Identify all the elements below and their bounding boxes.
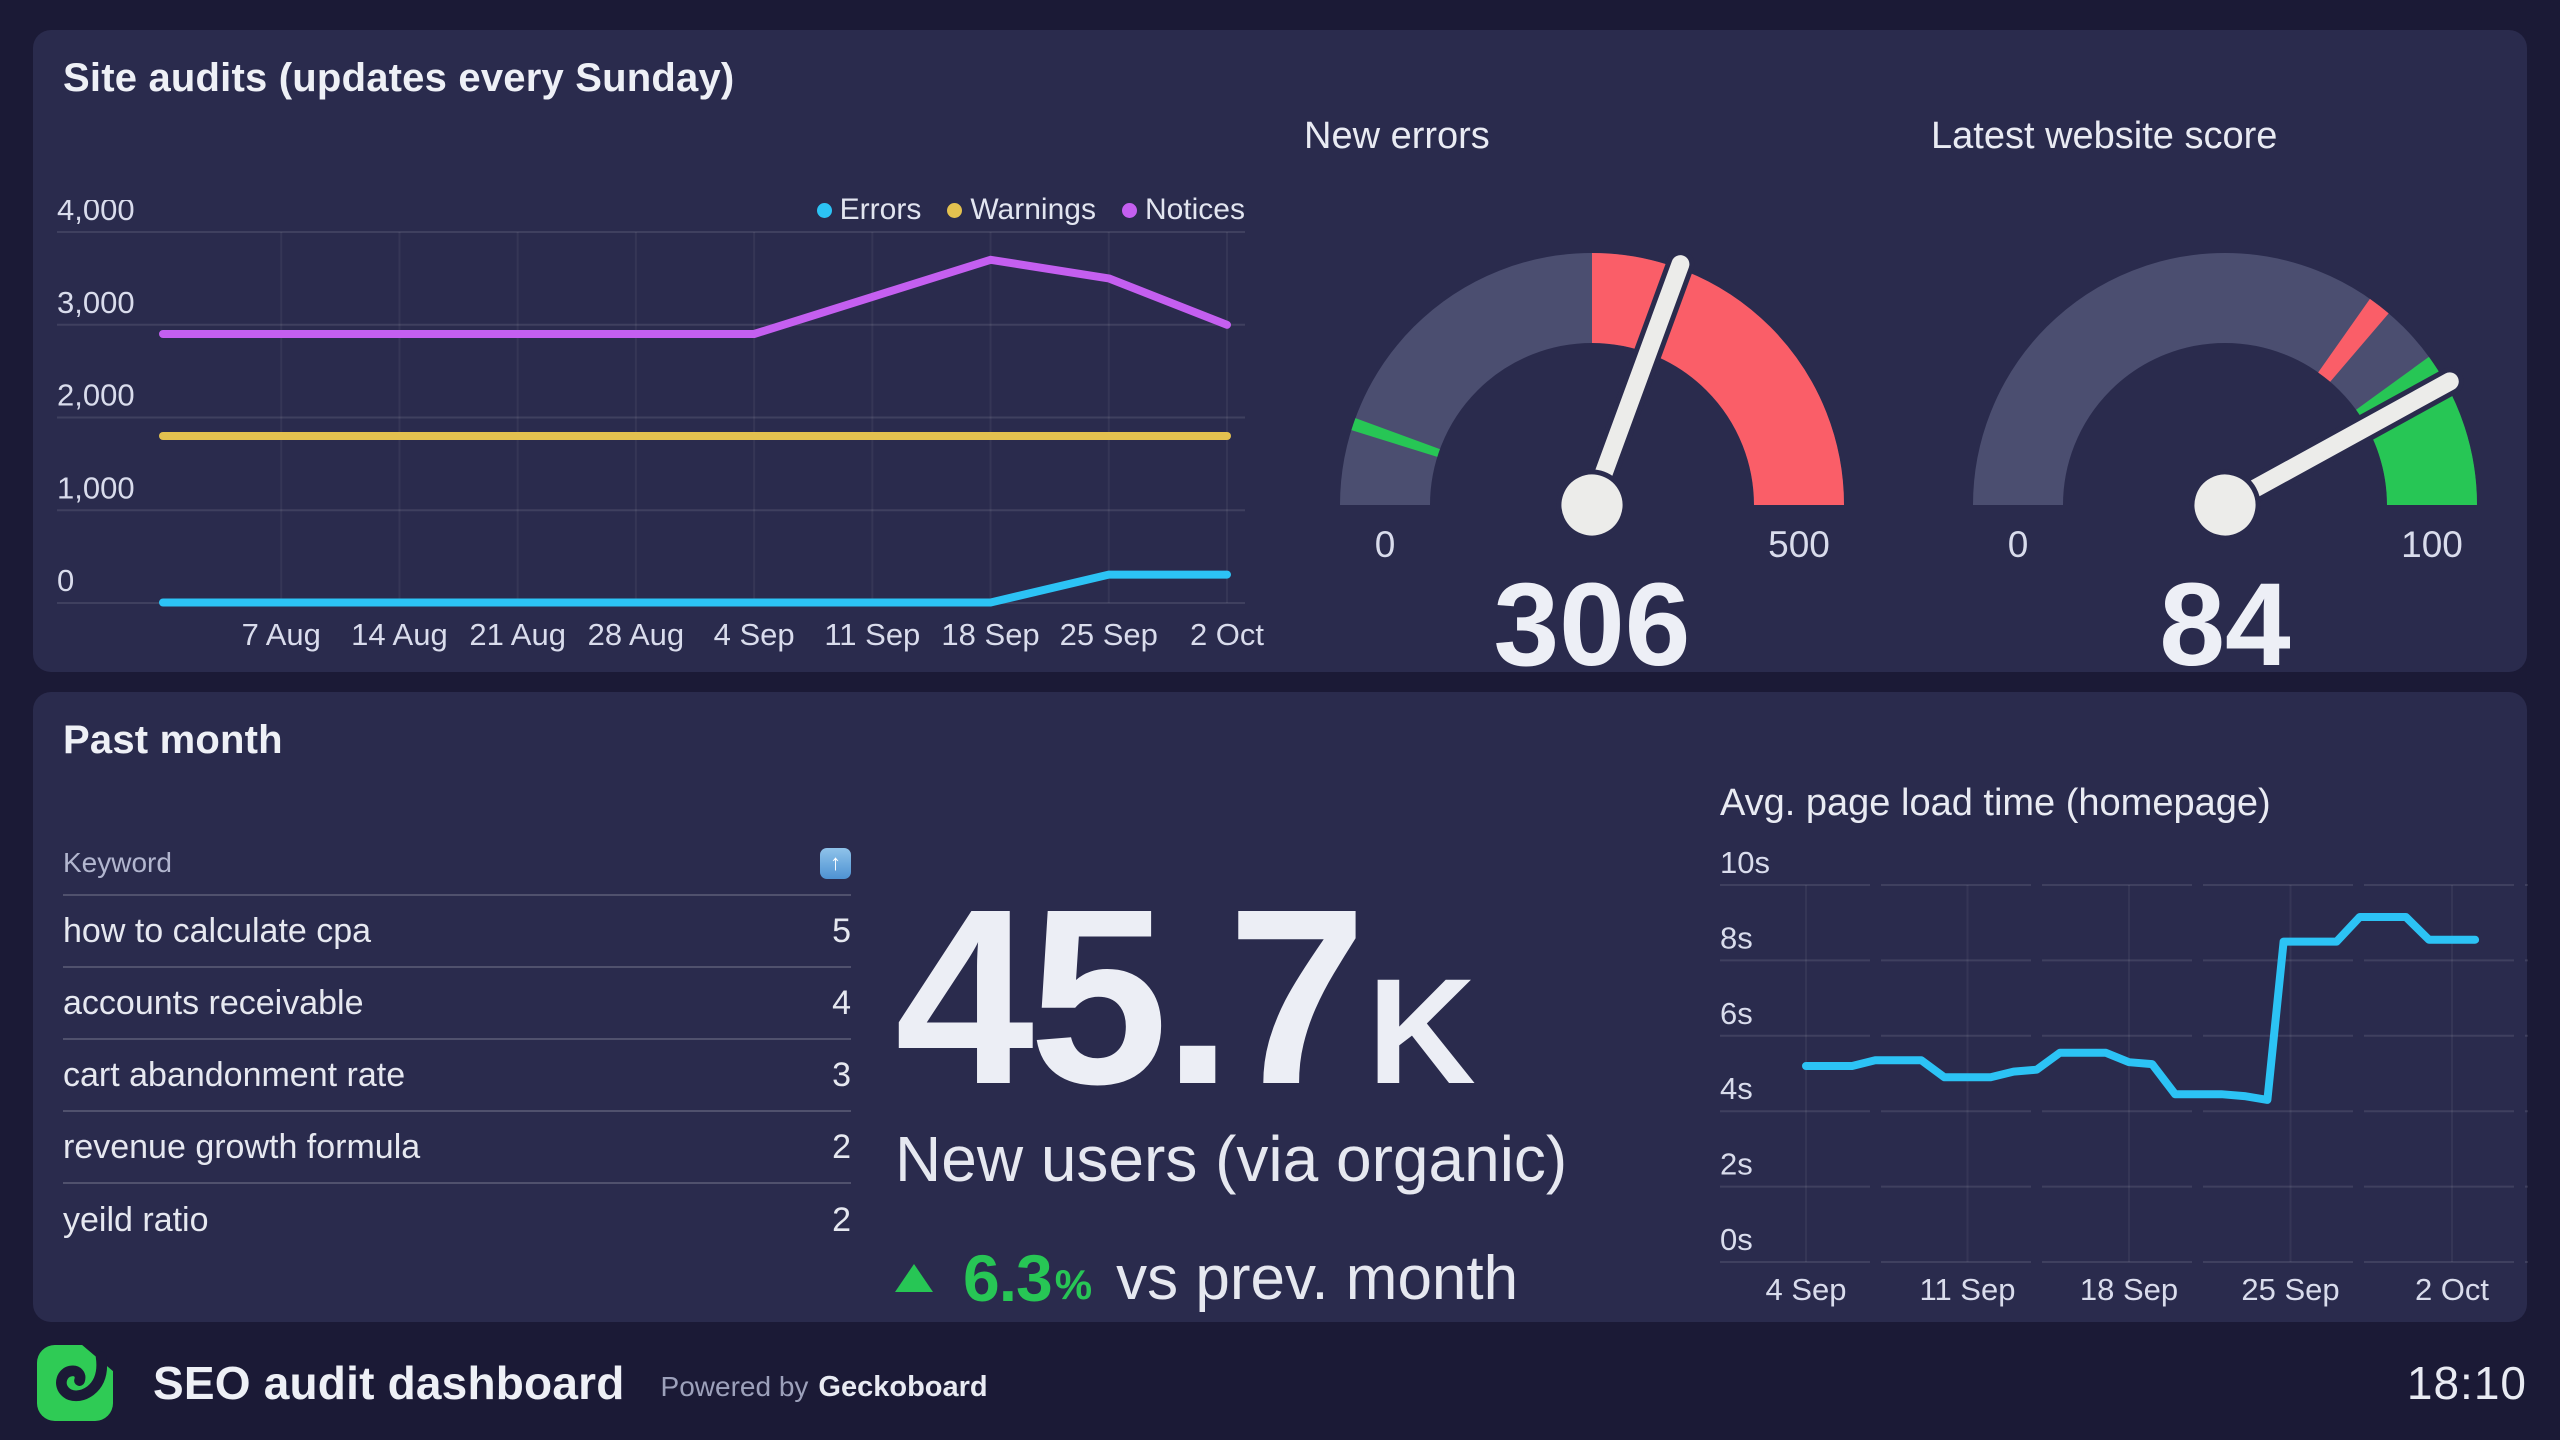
stat-value-number: 45.7 (895, 857, 1367, 1136)
svg-text:25 Sep: 25 Sep (2241, 1272, 2339, 1307)
svg-text:28 Aug: 28 Aug (588, 617, 685, 652)
svg-text:3,000: 3,000 (57, 285, 135, 320)
site-audits-line-chart: 7 Aug 14 Aug 21 Aug 28 Aug 4 Sep 11 Sep 18 Sep… (57, 200, 1264, 652)
svg-text:4 Sep: 4 Sep (714, 617, 795, 652)
table-row: how to calculate cpa 5 (63, 896, 851, 968)
legend-item-notices: Notices (1121, 193, 1245, 227)
website-score-value: 84 (2159, 559, 2291, 691)
value-cell: 4 (832, 983, 851, 1022)
svg-text:2 Oct: 2 Oct (2415, 1272, 2489, 1307)
svg-text:0: 0 (2008, 524, 2029, 565)
legend-label-warnings: Warnings (970, 193, 1096, 226)
svg-text:2s: 2s (1720, 1147, 1753, 1182)
svg-text:100: 100 (2401, 524, 2463, 565)
keyword-cell: how to calculate cpa (63, 911, 372, 950)
svg-text:4 Sep: 4 Sep (1765, 1272, 1846, 1307)
svg-text:2 Oct: 2 Oct (1190, 617, 1264, 652)
site-audits-panel: Site audits (updates every Sunday) Error… (33, 30, 2527, 684)
svg-text:500: 500 (1768, 524, 1830, 565)
svg-text:0s: 0s (1720, 1222, 1753, 1257)
table-row: revenue growth formula 2 (63, 1112, 851, 1184)
up-arrow-icon: ↑ (820, 847, 851, 879)
legend-item-errors: Errors (816, 193, 922, 227)
keywords-table: Keyword ↑ how to calculate cpa 5 account… (63, 832, 851, 1256)
svg-text:18 Sep: 18 Sep (2080, 1272, 2178, 1307)
legend-label-notices: Notices (1144, 193, 1245, 226)
value-cell: 5 (832, 911, 851, 950)
svg-text:1,000: 1,000 (57, 470, 135, 505)
svg-text:14 Aug: 14 Aug (351, 617, 448, 652)
geckoboard-logo (37, 1345, 113, 1421)
stat-value: 45.7K (895, 872, 1476, 1122)
new-errors-title: New errors (1304, 115, 1490, 157)
powered-by-label: Powered by (660, 1371, 809, 1402)
dashboard-title: SEO audit dashboard (153, 1357, 625, 1409)
brand-label: Geckoboard (818, 1370, 988, 1403)
warnings-series-dot (947, 202, 963, 218)
svg-text:21 Aug: 21 Aug (469, 617, 566, 652)
legend-item-warnings: Warnings (947, 193, 1096, 227)
svg-text:25 Sep: 25 Sep (1060, 617, 1158, 652)
keyword-cell: yeild ratio (63, 1200, 209, 1239)
keyword-cell: cart abandonment rate (63, 1055, 406, 1094)
table-row: yeild ratio 2 (63, 1184, 851, 1256)
dashboard-footer: SEO audit dashboard Powered by Geckoboar… (37, 1336, 2527, 1430)
svg-text:4s: 4s (1720, 1071, 1753, 1106)
site-audits-title: Site audits (updates every Sunday) (63, 56, 735, 100)
past-month-title: Past month (63, 718, 283, 762)
stat-label: New users (via organic) (895, 1123, 1568, 1195)
chart-legend: Errors Warnings Notices (645, 193, 1245, 227)
delta-compare-label: vs prev. month (1116, 1243, 1519, 1313)
delta-value: 6.3 (963, 1241, 1053, 1315)
svg-text:18 Sep: 18 Sep (941, 617, 1039, 652)
svg-text:6s: 6s (1720, 996, 1753, 1031)
svg-text:0: 0 (1375, 524, 1396, 565)
new-errors-value: 306 (1493, 559, 1691, 691)
stat-delta: 6.3 % vs prev. month (895, 1240, 1518, 1316)
svg-text:4,000: 4,000 (57, 200, 135, 227)
table-row: cart abandonment rate 3 (63, 1040, 851, 1112)
notices-series-dot (1121, 202, 1137, 218)
new-errors-gauge: 0 500 (1340, 250, 1844, 565)
keyword-cell: accounts receivable (63, 983, 364, 1022)
clock: 18:10 (2406, 1357, 2527, 1409)
page-load-time-line-chart: 4 Sep 11 Sep 18 Sep 25 Sep 2 Oct 10s 8s 6s 4s 2s 0… (1720, 845, 2528, 1307)
legend-label-errors: Errors (839, 193, 922, 226)
svg-text:11 Sep: 11 Sep (1920, 1272, 2016, 1307)
svg-text:0: 0 (57, 563, 74, 598)
value-cell: 3 (832, 1055, 851, 1094)
svg-text:11 Sep: 11 Sep (824, 617, 920, 652)
website-score-title: Latest website score (1931, 115, 2278, 157)
keyword-column-header: Keyword (63, 847, 172, 878)
keyword-cell: revenue growth formula (63, 1127, 421, 1166)
value-cell: 2 (832, 1127, 851, 1166)
up-triangle-icon (895, 1264, 933, 1292)
errors-series-dot (816, 202, 832, 218)
page-load-time-title: Avg. page load time (homepage) (1720, 782, 2271, 824)
website-score-gauge: 0 100 (1973, 253, 2477, 565)
past-month-panel: Past month Keyword ↑ how to calculate cp… (33, 692, 2528, 1322)
delta-unit: % (1054, 1261, 1093, 1308)
keywords-table-header: Keyword ↑ (63, 832, 851, 896)
new-users-stat: 45.7K New users (via organic) 6.3 % vs p… (895, 692, 1695, 1322)
stat-value-suffix: K (1367, 947, 1476, 1115)
svg-text:7 Aug: 7 Aug (242, 617, 321, 652)
table-row: accounts receivable 4 (63, 968, 851, 1040)
svg-text:10s: 10s (1720, 845, 1770, 880)
value-cell: 2 (832, 1200, 851, 1239)
svg-text:8s: 8s (1720, 920, 1753, 955)
svg-text:2,000: 2,000 (57, 378, 135, 413)
